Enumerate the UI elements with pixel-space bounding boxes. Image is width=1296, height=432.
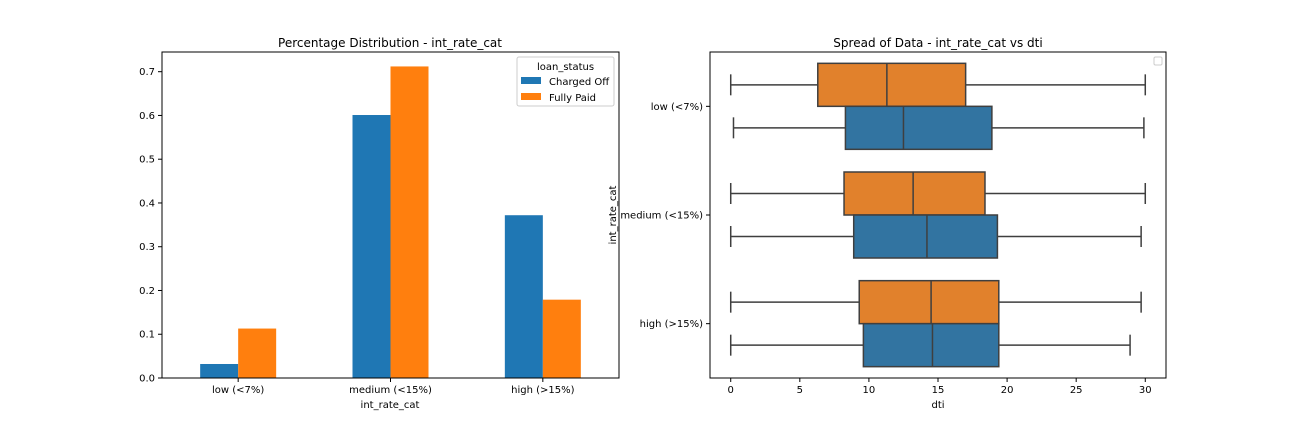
bar-fully-paid-low-7: [238, 328, 277, 378]
bar-x-axis-label: int_rate_cat: [361, 400, 420, 411]
legend-label-charged-off: Charged Off: [549, 77, 610, 88]
bar-x-ticks: low (<7%) medium (<15%) high (>15%): [212, 378, 575, 396]
bar-x-tick-label: medium (<15%): [349, 385, 432, 396]
bar-marks: [200, 66, 581, 378]
iqr-box: [862, 322, 1000, 368]
bar-y-tick-label: 0.2: [139, 286, 155, 297]
legend-label-fully-paid: Fully Paid: [549, 93, 596, 104]
box-legend-empty: [1153, 56, 1163, 66]
box-y-tick-label: medium (<15%): [620, 211, 703, 222]
bar-charged-off-low-7: [200, 363, 239, 378]
bar-y-tick-label: 0.3: [139, 242, 155, 253]
box-x-tick-label: 10: [863, 385, 876, 396]
legend-swatch-charged-off: [521, 77, 541, 84]
bar-fully-paid-high-15: [542, 299, 581, 378]
box-blue-low-7: [732, 105, 1145, 151]
bar-charged-off-high-15: [504, 215, 543, 378]
box-x-tick-label: 20: [1001, 385, 1014, 396]
bar-fully-paid-medium-15: [390, 66, 429, 378]
legend-swatch-fully-paid: [521, 93, 541, 100]
box-x-axis-label: dti: [931, 400, 944, 411]
bar-y-tick-label: 0.1: [139, 330, 155, 341]
box-x-tick-label: 25: [1070, 385, 1083, 396]
box-x-ticks: 0 5 10 15 20 25 30: [728, 378, 1152, 396]
bar-charged-off-medium-15: [352, 115, 391, 378]
iqr-box: [852, 214, 999, 259]
box-chart-title: Spread of Data - int_rate_cat vs dti: [833, 36, 1042, 50]
box-y-tick-label: high (>15%): [640, 319, 703, 330]
bar-y-tick-label: 0.6: [139, 111, 155, 122]
box-x-tick-label: 30: [1139, 385, 1152, 396]
bar-chart-title: Percentage Distribution - int_rate_cat: [278, 36, 502, 50]
bar-y-tick-label: 0.4: [139, 198, 155, 209]
box-orange-high-15: [729, 279, 1142, 325]
iqr-box: [817, 62, 967, 108]
legend-title: loan_status: [537, 62, 594, 73]
bar-x-tick-label: high (>15%): [511, 385, 574, 396]
box-orange-medium-15: [729, 171, 1147, 216]
box-x-tick-label: 0: [728, 385, 734, 396]
box-blue-medium-15: [729, 214, 1142, 259]
box-marks: [729, 62, 1147, 368]
bar-y-tick-label: 0.5: [139, 155, 155, 166]
box-orange-low-7: [729, 62, 1147, 108]
bar-y-ticks: 0.0 0.1 0.2 0.3 0.4 0.5 0.6 0.7: [139, 67, 162, 385]
bar-legend: loan_status Charged Off Fully Paid: [516, 56, 615, 107]
bar-y-tick-label: 0.0: [139, 374, 155, 385]
legend-frame: [516, 56, 615, 107]
box-y-axis-label: int_rate_cat: [608, 185, 619, 244]
iqr-box: [843, 171, 986, 216]
bar-x-tick-label: low (<7%): [212, 385, 264, 396]
box-blue-high-15: [729, 322, 1131, 368]
iqr-box: [858, 279, 1000, 325]
bar-y-tick-label: 0.7: [139, 67, 155, 78]
bar-chart: Percentage Distribution - int_rate_cat l…: [139, 36, 620, 411]
iqr-box: [844, 105, 993, 151]
box-y-tick-label: low (<7%): [651, 102, 703, 113]
box-x-tick-label: 15: [932, 385, 945, 396]
box-chart: Spread of Data - int_rate_cat vs dti 0 5 1…: [608, 36, 1167, 411]
box-y-ticks: low (<7%) medium (<15%) high (>15%): [620, 102, 710, 330]
box-x-tick-label: 5: [797, 385, 803, 396]
